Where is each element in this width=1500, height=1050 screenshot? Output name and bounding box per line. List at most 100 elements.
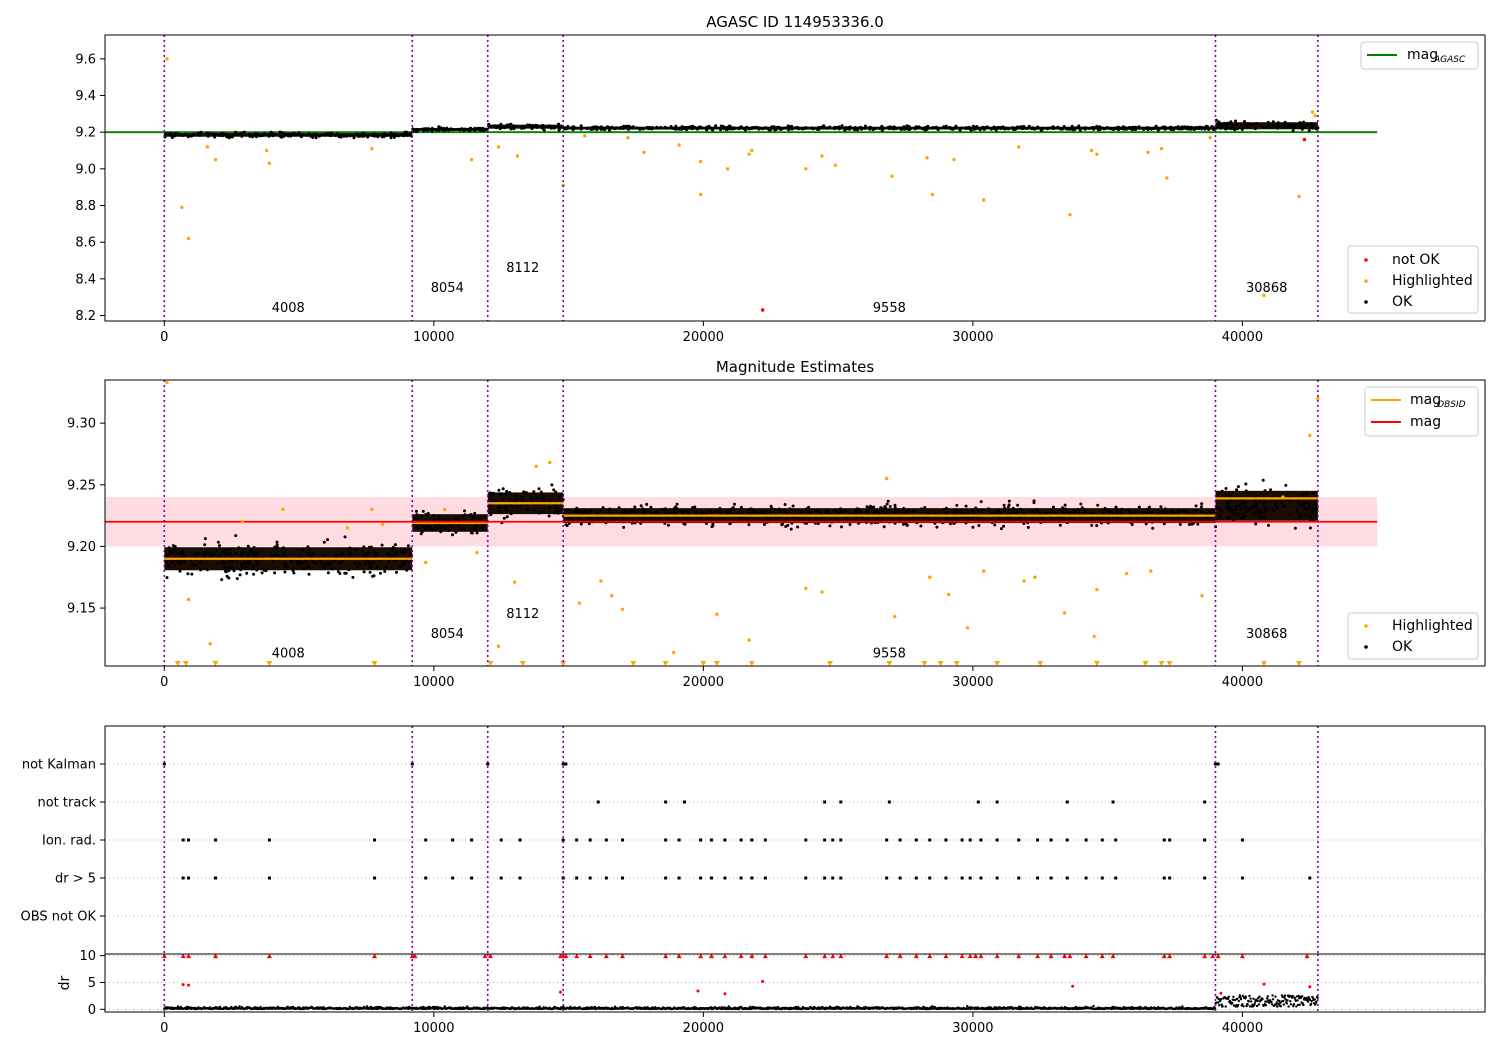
- agasc-ok-point: [810, 126, 814, 130]
- agasc-ok-point: [558, 127, 562, 131]
- estimates-ok-point: [799, 511, 803, 515]
- estimates-ok-point: [1048, 518, 1052, 522]
- estimates-ok-point: [199, 568, 202, 572]
- agasc-ok-point: [1276, 121, 1280, 125]
- agasc-ok-point: [627, 128, 630, 131]
- estimates-ok-point: [752, 509, 756, 512]
- dr-point: [1217, 997, 1220, 1001]
- estimates-ok-point: [767, 516, 771, 520]
- agasc-ok-point: [1078, 128, 1082, 132]
- agasc-ok-point: [680, 125, 684, 129]
- estimates-ok-point: [254, 554, 258, 558]
- flags-point: [588, 876, 592, 880]
- agasc-ok-point: [621, 127, 625, 130]
- agasc-ok-point: [492, 124, 496, 128]
- flags-point: [181, 876, 185, 880]
- flags-point: [823, 876, 827, 880]
- agasc-ok-point: [1022, 127, 1026, 130]
- dr-clipped-marker: [1239, 953, 1245, 959]
- estimates-ok-point: [347, 568, 351, 572]
- agasc-ok-point: [1236, 127, 1240, 131]
- agasc-ok-point: [856, 128, 859, 132]
- estimates-offscale-marker: [1037, 661, 1044, 666]
- agasc-ok-point: [457, 127, 461, 131]
- estimates-ok-point: [611, 516, 614, 520]
- estimates-ok-point: [537, 511, 541, 515]
- flags-point: [518, 838, 522, 842]
- agasc-ok-point: [476, 126, 480, 130]
- flags-point: [410, 762, 414, 766]
- agasc-ok-point: [478, 126, 482, 130]
- agasc-ok-point: [376, 133, 380, 137]
- estimates-highlighted-point: [577, 601, 582, 605]
- agasc-ok-point: [1294, 123, 1298, 127]
- agasc-ok-point: [366, 135, 370, 139]
- estimates-highlighted-point: [610, 594, 614, 598]
- dr-outlier-point: [187, 983, 191, 987]
- estimates-ok-point: [180, 559, 184, 563]
- estimates-ok-point: [1072, 517, 1076, 520]
- agasc-ok-point: [358, 134, 362, 138]
- dr-point: [1220, 1003, 1223, 1006]
- estimates-ok-point: [1305, 492, 1309, 496]
- estimates-offscale-marker: [487, 661, 494, 666]
- agasc-ok-point: [1203, 127, 1207, 131]
- agasc-ok-point: [271, 132, 275, 136]
- estimates-highlighted-point: [1062, 611, 1067, 615]
- agasc-ok-point: [772, 126, 776, 130]
- flags-point: [709, 876, 713, 880]
- estimates-ok-point: [344, 571, 348, 575]
- dr-point: [1282, 1003, 1286, 1006]
- estimates-ok-point: [1244, 505, 1248, 509]
- estimates-ok-point: [963, 516, 966, 520]
- flags-point: [739, 876, 743, 880]
- agasc-ok-point: [1198, 125, 1202, 129]
- agasc-ok-point: [822, 124, 826, 128]
- dr-point: [1255, 1004, 1259, 1008]
- agasc-ok-point: [187, 134, 191, 138]
- dr-point: [1215, 1001, 1218, 1004]
- dr-outlier-point: [1262, 982, 1266, 986]
- estimates-ok-point: [245, 571, 249, 575]
- agasc-highlighted-point: [626, 135, 630, 140]
- estimates-ok-point: [230, 566, 234, 570]
- agasc-ok-point: [546, 125, 550, 129]
- estimates-ok-point: [653, 511, 657, 515]
- agasc-ok-point: [705, 128, 709, 132]
- flags-point: [267, 876, 271, 880]
- estimates-ok-point: [1226, 502, 1230, 505]
- agasc-ok-point: [1272, 123, 1276, 127]
- estimates-ok-point: [624, 509, 628, 512]
- agasc-plot-frame: [104, 34, 1486, 322]
- estimates-ok-point: [180, 549, 184, 553]
- agasc-ok-point: [770, 126, 774, 130]
- estimates-ok-point: [1184, 510, 1188, 513]
- estimates-ok-point: [470, 531, 474, 535]
- estimates-ok-point: [216, 540, 220, 544]
- flags-point: [995, 800, 999, 804]
- estimates-ok-point: [519, 504, 523, 507]
- estimates-ok-point: [310, 551, 314, 555]
- estimates-ok-point: [281, 546, 285, 550]
- estimates-ok-point: [1058, 523, 1062, 527]
- estimates-ok-point: [1085, 510, 1089, 514]
- agasc-ok-point: [312, 132, 316, 136]
- agasc-ok-point: [421, 127, 425, 131]
- estimates-ok-point: [840, 525, 843, 529]
- estimates-ok-point: [1261, 478, 1265, 482]
- flags-category-label: dr > 5: [55, 872, 96, 887]
- estimates-ok-point: [818, 517, 822, 521]
- estimates-offscale-marker: [662, 661, 669, 666]
- estimates-ok-point: [1080, 506, 1084, 510]
- estimates-ok-point: [642, 509, 646, 513]
- estimates-ok-point: [412, 516, 416, 520]
- estimates-ok-point: [1200, 502, 1204, 506]
- estimates-offscale-marker: [174, 661, 181, 666]
- flags-point: [1213, 762, 1217, 766]
- agasc-ok-point: [1286, 123, 1290, 127]
- estimates-ok-point: [193, 552, 197, 556]
- agasc-ok-point: [430, 129, 434, 133]
- flags-point: [575, 876, 579, 880]
- estimates-ok-point: [866, 518, 870, 522]
- estimates-highlighted-point: [946, 592, 951, 597]
